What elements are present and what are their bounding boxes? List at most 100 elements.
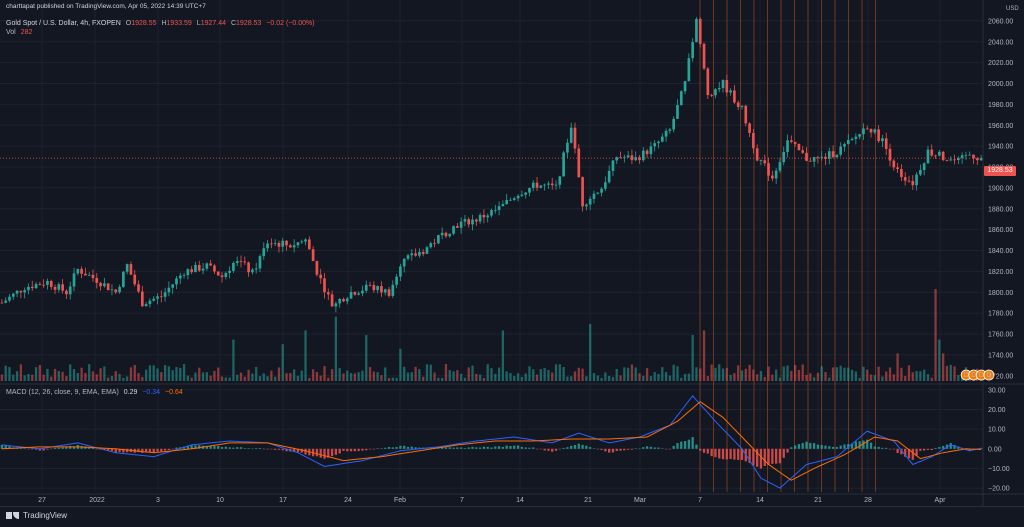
volume-bar: [866, 369, 869, 381]
tradingview-logo[interactable]: TradingView: [6, 511, 67, 520]
volume-bar: [915, 370, 918, 381]
volume-bar: [217, 367, 220, 381]
macd-histogram-bar: [213, 446, 216, 449]
time-tick-label: 14: [756, 497, 764, 504]
candle-body: [270, 243, 273, 245]
candle-body: [619, 157, 622, 159]
candle-body: [357, 293, 360, 295]
volume-bar: [892, 374, 895, 381]
macd-histogram-bar: [327, 448, 330, 458]
volume-bar: [611, 377, 615, 381]
candle-body: [304, 239, 307, 242]
volume-bar: [201, 372, 205, 381]
volume-bar: [573, 371, 577, 381]
candle-body: [626, 155, 630, 158]
volume-bar: [767, 366, 770, 381]
symbol-name[interactable]: Gold Spot / U.S. Dollar, 4h, FXOPEN: [6, 20, 121, 27]
volume-bar: [289, 373, 292, 381]
close-label: C: [230, 20, 237, 27]
price-tick-label: 1820.00: [988, 269, 1013, 276]
volume-bar: [160, 372, 163, 381]
volume-bar: [99, 368, 102, 381]
volume-bar: [118, 373, 121, 381]
macd-histogram-bar: [896, 448, 899, 453]
macd-histogram-bar: [885, 447, 888, 449]
volume-bar: [319, 375, 322, 381]
macd-histogram-bar: [649, 446, 653, 449]
macd-histogram-bar: [706, 448, 709, 454]
volume-bar: [535, 374, 539, 381]
candle-body: [782, 152, 786, 163]
candle-body: [129, 264, 133, 275]
macd-histogram-bar: [592, 448, 596, 449]
macd-histogram-bar: [459, 447, 463, 449]
volume-bar: [4, 365, 7, 381]
price-tick-label: 1720.00: [988, 373, 1013, 380]
macd-histogram-bar: [376, 448, 379, 449]
volume-bar: [942, 353, 945, 381]
macd-histogram-bar: [570, 445, 573, 449]
volume-bar: [376, 372, 379, 381]
macd-histogram-bar: [444, 447, 448, 449]
macd-histogram-bar: [171, 448, 174, 450]
volume-bar: [919, 371, 922, 381]
macd-histogram-bar: [676, 443, 679, 449]
volume-bar: [759, 371, 763, 381]
dividend-badge-label: D: [971, 372, 976, 379]
macd-histogram-bar: [471, 446, 474, 449]
candle-body: [391, 284, 395, 296]
macd-histogram-bar: [714, 448, 717, 458]
candle-body: [152, 298, 156, 301]
candle-body: [402, 258, 406, 267]
candle-body: [960, 155, 964, 158]
candle-body: [84, 273, 87, 276]
volume-bar: [236, 374, 239, 381]
volume-bar: [23, 375, 26, 381]
ohlc-legend[interactable]: Gold Spot / U.S. Dollar, 4h, FXOPEN O 192…: [6, 20, 315, 27]
macd-histogram-bar: [205, 445, 208, 449]
macd-histogram-bar: [395, 447, 398, 449]
macd-histogram-bar: [733, 448, 736, 460]
price-tick-label: 1900.00: [988, 185, 1013, 192]
volume-bar: [642, 375, 645, 381]
volume-bar: [300, 370, 303, 381]
candle-body: [440, 232, 444, 236]
volume-bar: [850, 369, 854, 381]
candle-body: [433, 243, 436, 245]
candle-body: [319, 274, 323, 279]
volume-label: Vol: [6, 29, 16, 36]
candle-body: [930, 149, 934, 156]
volume-bar: [494, 373, 497, 381]
volume-legend[interactable]: Vol 282: [6, 29, 32, 36]
candle-body: [972, 154, 975, 159]
volume-bar: [702, 330, 706, 381]
volume-bar: [551, 372, 554, 381]
macd-histogram-bar: [247, 448, 250, 449]
macd-legend[interactable]: MACD (12, 26, close, 9, EMA, EMA) 0.29 −…: [6, 389, 183, 396]
open-label: O: [125, 20, 132, 27]
volume-bar: [38, 365, 41, 381]
candle-body: [558, 176, 562, 185]
volume-bar: [8, 367, 11, 381]
macd-histogram-bar: [31, 448, 34, 450]
macd-histogram-bar: [72, 446, 76, 449]
volume-bar: [463, 377, 467, 381]
candle-body: [911, 181, 915, 186]
volume-bar: [623, 367, 626, 381]
last-price-tag: 1928.53: [984, 166, 1016, 176]
price-tick-label: 1880.00: [988, 206, 1013, 213]
macd-histogram-bar: [258, 448, 262, 449]
macd-histogram-bar: [585, 445, 588, 449]
candle-body: [668, 129, 672, 131]
candle-body: [945, 160, 949, 161]
candle-body: [748, 123, 751, 133]
candle-body: [285, 240, 288, 246]
volume-bar: [186, 375, 190, 381]
volume-bar: [835, 367, 839, 381]
volume-bar: [391, 377, 394, 381]
candle-body: [638, 157, 641, 161]
volume-bar: [429, 364, 432, 381]
macd-histogram-bar: [953, 445, 956, 449]
candle-body: [903, 177, 907, 181]
close-value: 1928.53: [236, 20, 262, 27]
